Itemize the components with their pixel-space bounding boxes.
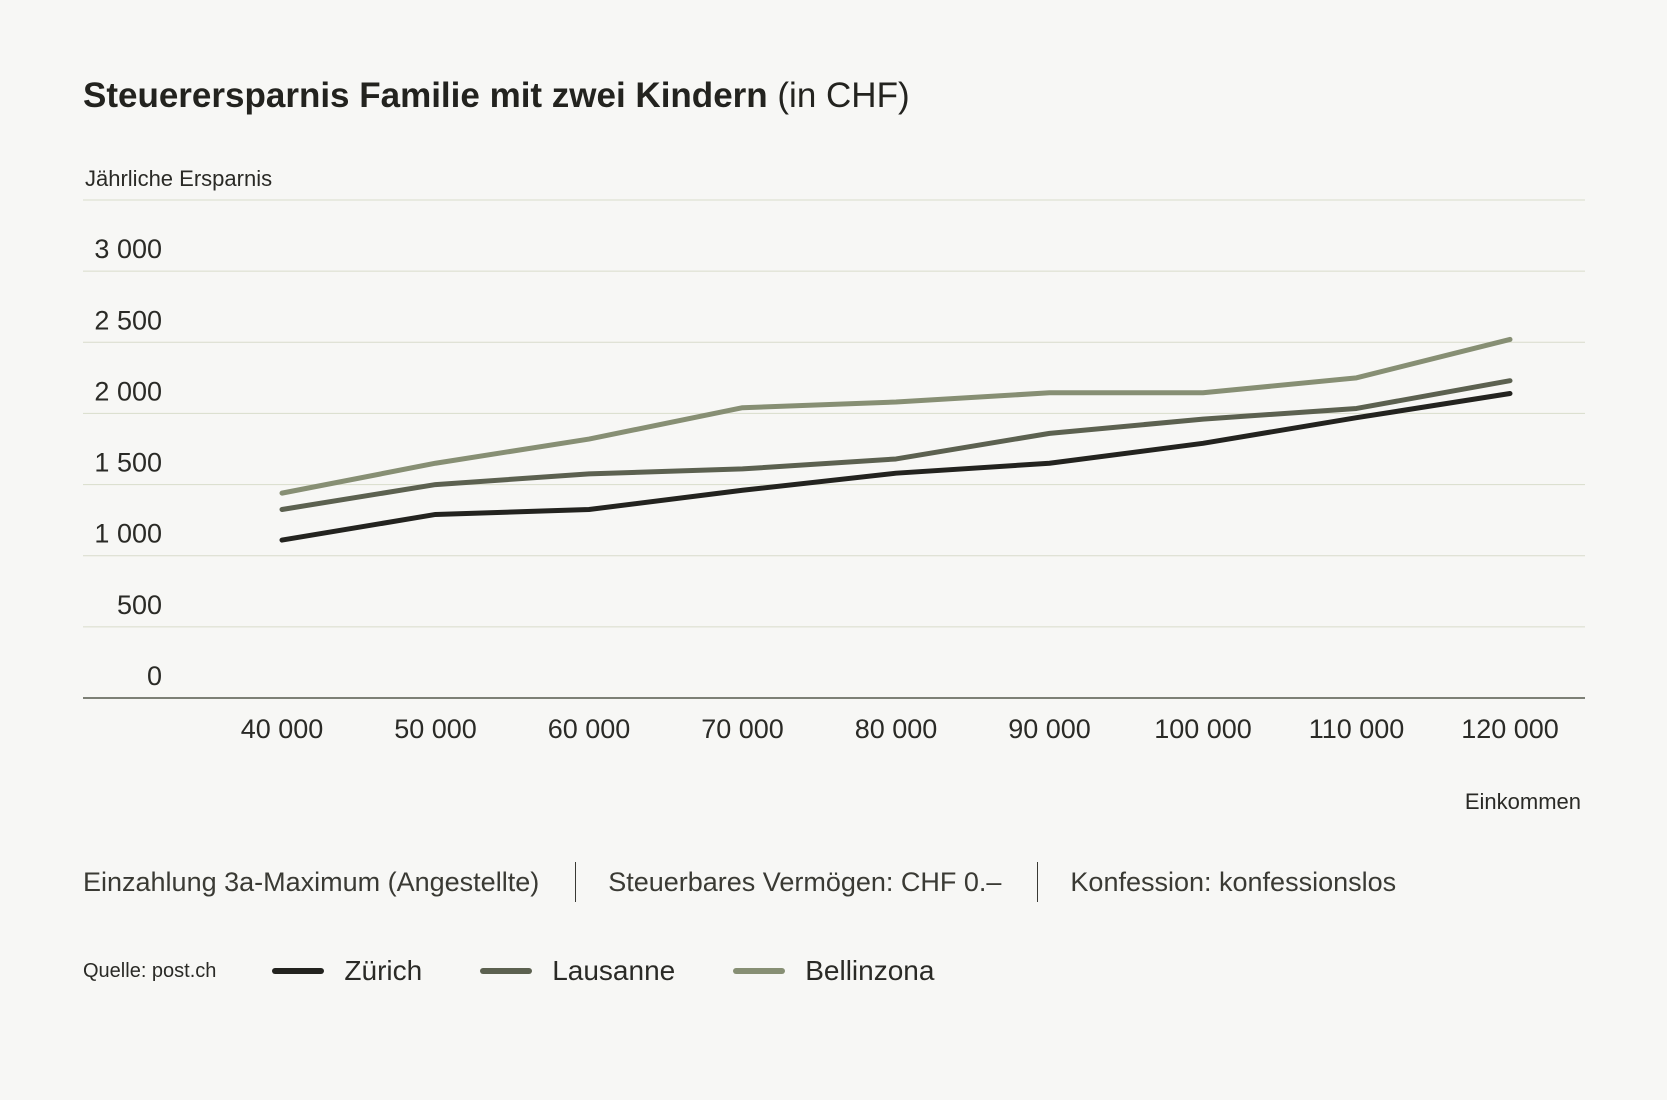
legend-swatch: [733, 968, 786, 974]
x-tick-label: 90 000: [1008, 714, 1091, 744]
y-tick-label: 0: [147, 661, 162, 691]
legend: Zürich Lausanne Bellinzona: [272, 955, 992, 987]
x-tick-label: 110 000: [1309, 714, 1405, 744]
x-tick-label: 100 000: [1154, 714, 1252, 744]
note-separator: [575, 862, 577, 902]
chart-title-unit: (in CHF): [777, 76, 910, 115]
grid-lines: [83, 199, 1585, 699]
x-tick-label: 40 000: [241, 714, 324, 744]
y-tick-label: 3 000: [94, 234, 162, 264]
source-note: Quelle: post.ch: [83, 959, 217, 982]
y-tick-label: 2 000: [94, 376, 162, 406]
y-tick-label: 500: [117, 590, 162, 620]
y-tick-label: 2 500: [94, 305, 162, 335]
note-assets: Steuerbares Vermögen: CHF 0.–: [608, 866, 1002, 897]
x-tick-label: 60 000: [548, 714, 631, 744]
legend-swatch: [480, 968, 533, 974]
legend-item-lausanne: Lausanne: [480, 955, 675, 987]
series-lines: [279, 336, 1513, 543]
x-tick-label: 70 000: [701, 714, 784, 744]
legend-item-bellinzona: Bellinzona: [733, 955, 934, 987]
x-tick-label: 80 000: [855, 714, 938, 744]
series-line-zürich: [279, 391, 1513, 543]
y-tick-label: 1 000: [94, 519, 162, 549]
chart-notes: Einzahlung 3a-Maximum (Angestellte) Steu…: [83, 862, 1396, 902]
line-chart: Jährliche Ersparnis 0 500 1 000 1 500 2 000 2…: [83, 166, 1585, 814]
series-line-lausanne: [279, 378, 1513, 512]
series-line-bellinzona: [279, 336, 1513, 496]
x-tick-label: 120 000: [1461, 714, 1559, 744]
x-tick-label: 50 000: [394, 714, 477, 744]
legend-item-zürich: Zürich: [272, 955, 422, 987]
chart-footer: Quelle: post.ch Zürich Lausanne Bellinzona: [83, 955, 992, 987]
y-axis-ticks: 0 500 1 000 1 500 2 000 2 500 3 000: [94, 234, 162, 691]
legend-label: Zürich: [344, 955, 423, 986]
y-axis-label: Jährliche Ersparnis: [85, 166, 272, 191]
chart-title-main: Steuerersparnis Familie mit zwei Kindern: [83, 76, 768, 115]
legend-swatch: [272, 968, 325, 974]
legend-label: Bellinzona: [805, 955, 935, 986]
legend-label: Lausanne: [552, 955, 676, 986]
y-tick-label: 1 500: [94, 448, 162, 478]
note-confession: Konfession: konfessionslos: [1070, 866, 1397, 897]
note-deposit: Einzahlung 3a-Maximum (Angestellte): [83, 866, 540, 897]
chart-title: Steuerersparnis Familie mit zwei Kindern…: [83, 76, 910, 116]
x-axis-ticks: 40 000 50 000 60 000 70 000 80 000 90 000 100 …: [241, 714, 1559, 744]
note-separator: [1037, 862, 1039, 902]
x-axis-label: Einkommen: [1465, 789, 1581, 814]
